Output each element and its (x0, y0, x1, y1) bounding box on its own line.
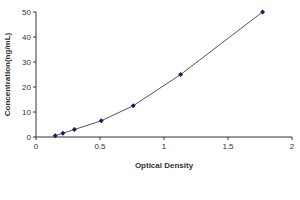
x-tick (100, 137, 101, 140)
y-tick (33, 37, 36, 38)
point (60, 131, 65, 136)
y-tick-label: 10 (22, 108, 31, 117)
x-tick (228, 137, 229, 140)
x-tick-label: 0 (34, 142, 39, 151)
x-tick (292, 137, 293, 140)
x-tick-label: 1.5 (222, 142, 234, 151)
x-tick (36, 137, 37, 140)
y-tick-label: 40 (22, 33, 31, 42)
y-tick (33, 12, 36, 13)
x-tick (164, 137, 165, 140)
y-tick-label: 0 (27, 133, 32, 142)
chart: 0 10 20 30 40 50 0 0.5 1 1.5 2 Optical Density Conce… (0, 0, 300, 200)
y-axis (36, 12, 37, 137)
y-tick (33, 62, 36, 63)
curve (55, 12, 262, 136)
y-tick (33, 112, 36, 113)
y-tick-label: 20 (22, 83, 31, 92)
point (131, 103, 136, 108)
x-tick-label: 2 (290, 142, 295, 151)
point (260, 10, 265, 15)
point (99, 118, 104, 123)
y-tick-label: 50 (22, 8, 31, 17)
point (72, 127, 77, 132)
x-axis-label: Optical Density (135, 161, 194, 170)
x-tick-label: 1 (162, 142, 167, 151)
x-tick-label: 0.5 (94, 142, 106, 151)
point (178, 72, 183, 77)
y-axis-label: Concentration(ng/mL) (3, 32, 12, 116)
point (53, 133, 58, 138)
y-tick-label: 30 (22, 58, 31, 67)
y-tick (33, 87, 36, 88)
plot-area (53, 10, 265, 139)
